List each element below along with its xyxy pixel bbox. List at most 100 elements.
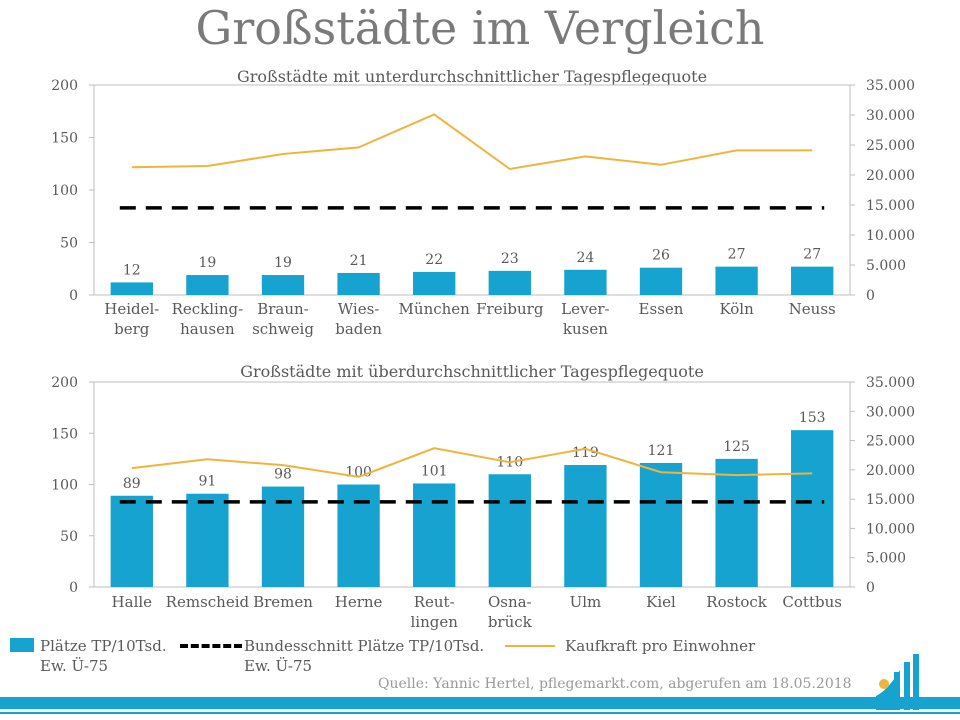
bar-data-label: 19 [198,255,216,271]
bar [639,462,683,587]
y-tick-label: 200 [51,78,78,94]
category-label-line: lingen [410,613,458,630]
footer-line [0,712,960,714]
chart-1: Großstädte mit unterdurchschnittlicher T… [51,67,915,338]
bar [261,275,305,295]
chart-2: Großstädte mit überdurchschnittlicher Ta… [51,362,915,630]
kaufkraft-line [131,113,813,171]
category-label: Reut-lingen [410,593,458,630]
legend-line-swatch [505,645,555,647]
category-label-line: Cottbus [782,593,842,611]
legend-line-label-text: Kaufkraft pro Einwohner [565,637,756,655]
bar [791,430,834,587]
bar [564,465,607,587]
category-label-line: Rostock [706,593,767,611]
category-label-line: Halle [112,593,153,611]
bar [110,282,153,295]
bar-data-label: 89 [123,476,141,492]
y2-tick-label: 25.000 [866,138,915,154]
y-tick-label: 200 [51,375,78,391]
source-note: Quelle: Yannic Hertel, pflegemarkt.com, … [378,676,852,692]
category-label: Rostock [706,593,767,611]
category-label-line: berg [114,320,150,338]
bar [413,483,456,587]
category-label-line: schweig [252,320,314,338]
y-tick-label: 100 [51,183,78,199]
legend-bar-label-line2: Ew. Ü-75 [40,657,109,675]
bar-data-label: 24 [576,250,594,266]
bar [715,266,758,295]
chart-title: Großstädte mit unterdurchschnittlicher T… [237,67,707,86]
bar-data-label: 91 [198,474,216,490]
legend-bar-swatch [10,638,34,652]
category-label-line: Wies- [338,300,380,318]
y-tick-label: 150 [51,426,78,442]
bar [639,267,683,295]
category-label: Reckling-hausen [172,300,244,338]
category-label-line: Lever- [561,300,609,318]
category-label-line: Kiel [646,593,676,611]
bar [564,269,607,295]
kaufkraft-line [131,447,813,478]
bar-data-label: 26 [652,248,670,264]
category-label-line: Remscheid [166,593,250,611]
category-label-line: brück [488,613,533,630]
category-label: Heidel-berg [104,300,159,338]
bar-data-label: 12 [123,262,141,278]
legend-dash-label-line1: Bundesschnitt Plätze TP/10Tsd. [244,637,485,655]
category-label-line: Osna- [488,593,532,611]
category-label-line: baden [335,320,382,338]
y2-tick-label: 5.000 [866,258,906,274]
bar-data-label: 121 [648,443,675,459]
category-label: München [399,300,471,318]
y2-tick-label: 0 [866,288,875,304]
y-tick-label: 0 [69,580,78,596]
category-label: Wies-baden [335,300,382,338]
category-label-line: Ulm [570,593,602,611]
y2-tick-label: 15.000 [866,492,915,508]
y-tick-label: 0 [69,288,78,304]
y-tick-label: 100 [51,478,78,494]
y2-tick-label: 15.000 [866,198,915,214]
category-label-line: Bremen [253,593,313,611]
bar-data-label: 27 [728,247,746,263]
category-label: Cottbus [782,593,842,611]
category-label-line: Essen [639,300,684,318]
y-tick-label: 50 [60,529,78,545]
legend-dash-label: Bundesschnitt Plätze TP/10Tsd. Ew. Ü-75 [244,636,484,676]
y2-tick-label: 10.000 [866,521,915,537]
legend: Plätze TP/10Tsd. Ew. Ü-75 Bundesschnitt … [0,630,960,676]
category-label: Ulm [570,593,602,611]
legend-line-label: Kaufkraft pro Einwohner [565,636,755,656]
bar [791,266,834,295]
category-label-line: Herne [335,593,383,611]
category-label: Lever-kusen [561,300,609,338]
category-label: Neuss [789,300,836,318]
y2-tick-label: 5.000 [866,551,906,567]
category-label: Braun-schweig [252,300,314,338]
bar [186,275,229,295]
bar [488,474,531,587]
y2-tick-label: 35.000 [866,78,915,94]
bar-data-label: 21 [350,253,368,269]
bar [186,493,229,587]
bar [110,495,153,587]
category-label-line: Freiburg [476,300,544,318]
bar-data-label: 19 [274,255,292,271]
y2-tick-label: 35.000 [866,375,915,391]
bar-data-label: 98 [274,467,292,483]
category-label-line: hausen [180,320,235,338]
y2-tick-label: 10.000 [866,228,915,244]
category-label: Essen [639,300,684,318]
category-label: Freiburg [476,300,544,318]
category-label: Bremen [253,593,313,611]
chart-title: Großstädte mit überdurchschnittlicher Ta… [240,362,704,381]
category-label: Herne [335,593,383,611]
bar [715,458,758,587]
bar-data-label: 27 [803,247,821,263]
category-label-line: Neuss [789,300,836,318]
legend-dash-swatch [180,644,242,648]
footer-bar [0,697,960,709]
category-label-line: Reckling- [172,300,244,318]
bar [413,271,456,295]
